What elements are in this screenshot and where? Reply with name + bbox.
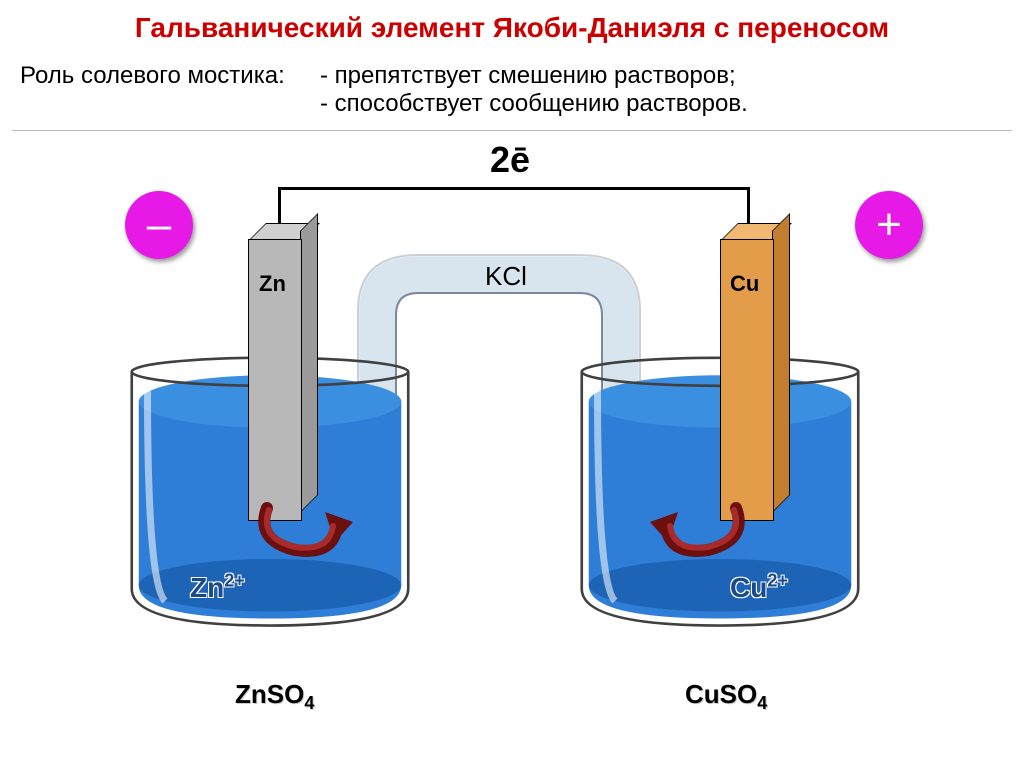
cu-electrode-label: Cu xyxy=(730,271,759,297)
subtitle-line-2: - способствует сообщению растворов. xyxy=(320,90,1004,118)
subtitle-line-1: - препятствует смешению растворов; xyxy=(320,62,1004,90)
cu-ion-label: Cu2+ xyxy=(730,571,788,604)
subtitle-right: - препятствует смешению растворов; - спо… xyxy=(320,62,1004,118)
page-title: Гальванический элемент Якоби-Даниэля с п… xyxy=(0,0,1024,44)
plus-sign-text: + xyxy=(876,200,902,250)
plus-sign: + xyxy=(855,191,923,259)
subtitle-row: Роль солевого мостика: - препятствует см… xyxy=(0,44,1024,126)
zn-electrode-label: Zn xyxy=(259,271,286,297)
subtitle-left-label: Роль солевого мостика: xyxy=(20,62,320,118)
salt-bridge-label: KCl xyxy=(485,261,527,292)
diagram-area: 2ē – + KCl xyxy=(0,131,1024,731)
wire-top xyxy=(278,187,750,190)
zn-arrow-icon xyxy=(255,496,355,566)
znso4-label: ZnSO4 xyxy=(235,679,314,714)
zn-ion-label: Zn2+ xyxy=(190,571,245,604)
cu-arrow-icon xyxy=(648,496,748,566)
minus-sign: – xyxy=(125,191,193,259)
minus-sign-text: – xyxy=(147,200,171,250)
cuso4-label: CuSO4 xyxy=(685,679,767,714)
electron-count-label: 2ē xyxy=(490,139,530,181)
